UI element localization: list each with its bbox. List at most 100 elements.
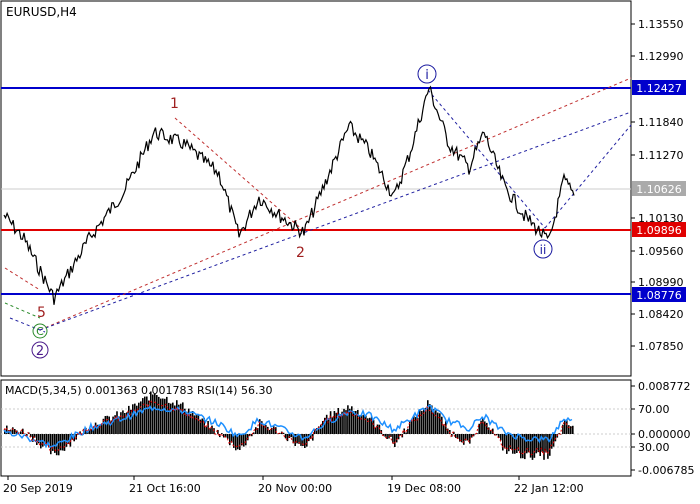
macd-bar — [419, 409, 421, 434]
macd-bar — [164, 399, 166, 434]
macd-bar — [64, 434, 66, 451]
macd-bar — [425, 408, 427, 434]
macd-bar — [338, 408, 340, 434]
indicator-header: MACD(5,34,5) 0.001363 0.001783 RSI(14) 5… — [5, 384, 272, 397]
macd-bar — [170, 404, 172, 434]
macd-bar — [36, 434, 38, 445]
macd-bar — [162, 399, 164, 435]
macd-bar — [229, 434, 231, 445]
resistance-price-value: 1.12427 — [636, 82, 682, 95]
macd-bar — [101, 425, 103, 434]
macd-bar — [384, 434, 386, 437]
macd-bar — [138, 403, 140, 434]
macd-bar — [423, 408, 425, 434]
macd-bar — [502, 434, 504, 451]
macd-bar — [572, 426, 574, 434]
macd-bar — [528, 434, 530, 452]
indicator-tick: 0.008772 — [638, 380, 691, 393]
macd-bar — [198, 414, 200, 434]
macd-bar — [146, 397, 148, 435]
macd-bar — [566, 420, 568, 434]
price-tick: 1.09560 — [638, 245, 684, 258]
macd-bar — [134, 404, 136, 434]
time-label: 22 Jan 12:00 — [514, 482, 584, 495]
support-price-value: 1.09896 — [636, 224, 682, 237]
macd-bar — [365, 416, 367, 434]
macd-bar — [150, 392, 152, 435]
macd-bar — [180, 404, 182, 434]
macd-bar — [482, 418, 484, 434]
macd-bar — [538, 434, 540, 452]
macd-bar — [405, 432, 407, 434]
macd-bar — [221, 433, 223, 434]
macd-bar — [570, 426, 572, 434]
time-label: 20 Nov 00:00 — [258, 482, 332, 495]
time-label: 19 Dec 08:00 — [387, 482, 461, 495]
macd-bar — [361, 415, 363, 434]
macd-bar — [304, 434, 306, 448]
macd-bar — [407, 429, 409, 434]
macd-bar — [269, 430, 271, 434]
price-tick: 1.11270 — [638, 149, 684, 162]
macd-bar — [320, 425, 322, 434]
price-tick: 1.08420 — [638, 308, 684, 321]
time-axis: 20 Sep 2019 21 Oct 16:00 20 Nov 00:00 19… — [3, 476, 584, 495]
macd-bar — [369, 418, 371, 434]
macd-bar — [508, 434, 510, 451]
wave-label-i: i — [425, 68, 429, 83]
macd-bar — [553, 434, 555, 447]
macd-bar — [166, 397, 168, 434]
macd-bar — [243, 434, 245, 447]
indicator-axis: 0.008772 70.00 0.000000 30.00 -0.006785 — [631, 380, 694, 477]
macd-bar — [239, 434, 241, 450]
macd-bar — [461, 434, 463, 442]
macd-bar — [227, 434, 229, 439]
macd-bar — [394, 434, 396, 447]
macd-bar — [357, 410, 359, 434]
macd-bar — [168, 403, 170, 434]
macd-bar — [130, 410, 132, 434]
macd-bar — [455, 434, 457, 438]
macd-bar — [144, 397, 146, 434]
macd-bar — [14, 429, 16, 434]
macd-bar — [205, 427, 207, 434]
macd-bar — [351, 406, 353, 434]
macd-bar — [526, 434, 528, 453]
macd-bar — [105, 416, 107, 434]
indicator-tick: 30.00 — [638, 441, 670, 454]
macd-bar — [291, 434, 293, 437]
macd-bar — [500, 434, 502, 440]
macd-bar — [124, 413, 126, 434]
macd-bar — [172, 403, 174, 434]
current-price-value: 1.10626 — [636, 183, 682, 196]
macd-bar — [152, 395, 154, 435]
macd-bar — [50, 434, 52, 454]
macd-bar — [347, 405, 349, 434]
macd-bar — [415, 417, 417, 434]
macd-bar — [504, 434, 506, 448]
macd-bar — [160, 399, 162, 434]
price-tick: 1.07850 — [638, 340, 684, 353]
lower-price-value: 1.08776 — [636, 289, 682, 302]
macd-bar — [116, 411, 118, 434]
macd-bar — [156, 395, 158, 434]
macd-bar — [182, 402, 184, 434]
macd-bar — [202, 419, 204, 435]
macd-bar — [506, 434, 508, 454]
macd-bar — [285, 434, 287, 438]
macd-bar — [564, 420, 566, 434]
macd-bar — [196, 415, 198, 434]
indicator-tick: -0.006785 — [638, 464, 694, 477]
macd-bar — [132, 404, 134, 434]
time-label: 20 Sep 2019 — [3, 482, 73, 495]
wave-label-5: 5 — [37, 305, 46, 321]
macd-bar — [255, 427, 257, 434]
macd-bar — [429, 404, 431, 434]
wave-label-2-circle: 2 — [36, 344, 44, 359]
macd-bar — [273, 426, 275, 434]
macd-bar — [484, 421, 486, 434]
price-tick: 1.12990 — [638, 50, 684, 63]
indicator-tick: 0.000000 — [638, 428, 691, 441]
macd-bar — [437, 413, 439, 434]
